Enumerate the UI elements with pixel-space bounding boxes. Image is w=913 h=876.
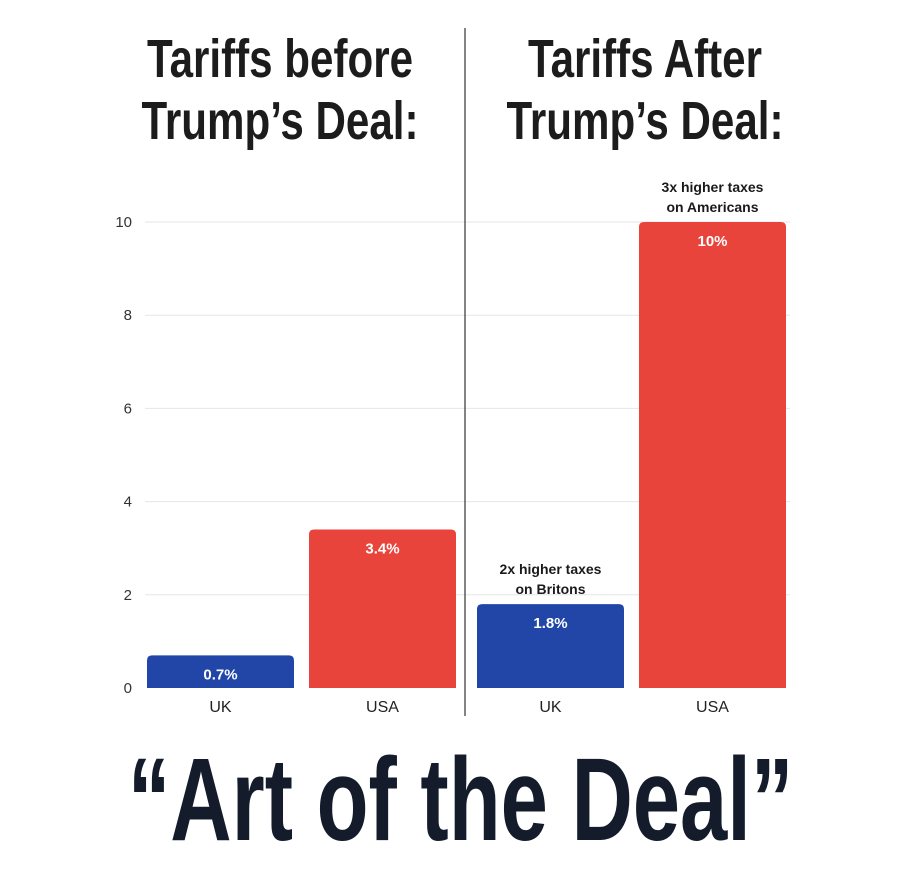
bar-value-label: 10% (697, 233, 727, 250)
bar-annotation: 2x higher taxes (500, 561, 602, 577)
y-tick-label: 8 (124, 307, 132, 324)
panel-title-before-line-2: Trump’s Deal: (141, 91, 419, 151)
y-tick-label: 6 (124, 400, 132, 417)
bar-annotation: on Americans (666, 199, 758, 215)
y-tick-label: 4 (124, 494, 132, 511)
x-category-label: USA (696, 699, 729, 716)
bar-value-label: 1.8% (533, 615, 567, 632)
bottom-caption: “Art of the Deal” (127, 734, 794, 866)
bar-usa (309, 529, 456, 688)
bar-value-label: 3.4% (365, 541, 399, 558)
panel-title-before: Tariffs before Trump’s Deal: (132, 28, 428, 152)
bar-uk (477, 604, 624, 688)
y-tick-label: 10 (115, 214, 132, 231)
y-tick-label: 0 (124, 680, 132, 697)
x-category-label: USA (366, 699, 399, 716)
bar-usa (639, 222, 786, 688)
panel-title-before-line-1: Tariffs before (146, 29, 414, 89)
x-category-label: UK (539, 699, 562, 716)
panel-title-after-line-2: Trump’s Deal: (506, 91, 784, 151)
bar-value-label: 0.7% (203, 666, 237, 683)
bar-annotation: 3x higher taxes (662, 179, 764, 195)
bar-uk (147, 655, 294, 688)
panel-title-after: Tariffs After Trump’s Deal: (497, 28, 793, 152)
x-category-label: UK (209, 699, 232, 716)
panel-title-after-line-1: Tariffs After (527, 29, 763, 89)
bar-annotation: on Britons (516, 581, 586, 597)
y-tick-label: 2 (124, 587, 132, 604)
